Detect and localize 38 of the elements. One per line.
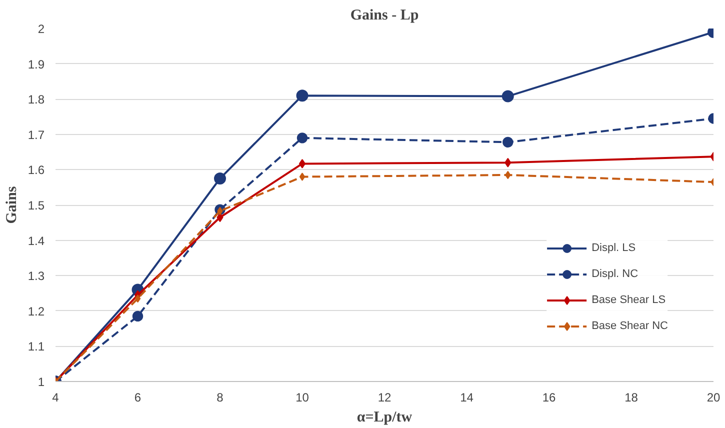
point <box>502 136 514 148</box>
x-tick-label: 20 <box>706 390 720 404</box>
point <box>216 212 224 222</box>
x-tick-label: 10 <box>296 390 310 404</box>
point <box>502 90 514 102</box>
point <box>296 132 308 144</box>
y-tick-label: 1.7 <box>28 128 45 142</box>
y-tick-label: 2 <box>38 22 45 36</box>
x-tick-label: 6 <box>134 390 142 404</box>
legend-label: Base Shear NC <box>592 320 668 332</box>
point <box>134 294 141 303</box>
y-tick-label: 1.6 <box>28 163 45 178</box>
point <box>296 90 308 102</box>
point <box>299 172 306 181</box>
chart-title: Gains - Lp <box>350 8 419 24</box>
y-tick-label: 1.4 <box>28 234 45 248</box>
legend-label: Base Shear LS <box>592 294 666 306</box>
x-tick-label: 16 <box>542 390 556 404</box>
y-axis-title: Gains <box>4 186 20 224</box>
x-tick-label: 8 <box>216 390 224 404</box>
x-tick-label: 12 <box>378 390 392 404</box>
legend-label: Displ. NC <box>592 268 638 280</box>
point <box>214 172 226 185</box>
y-tick-label: 1.5 <box>28 198 45 212</box>
y-tick-label: 1.1 <box>28 340 45 354</box>
point <box>504 158 512 168</box>
y-tick-label: 1.2 <box>28 304 45 318</box>
y-tick-label: 1.3 <box>28 269 45 284</box>
y-tick-label: 1.8 <box>28 92 45 107</box>
y-tick-label: 1 <box>38 375 45 389</box>
point <box>132 310 144 322</box>
x-tick-label: 14 <box>460 390 474 404</box>
y-tick-label: 1.9 <box>28 57 45 72</box>
point <box>298 159 306 168</box>
x-tick-label: 18 <box>624 390 638 404</box>
x-axis-title: α=Lp/tw <box>356 410 412 426</box>
legend-label: Displ. LS <box>592 242 636 254</box>
x-tick-label: 4 <box>52 390 60 404</box>
